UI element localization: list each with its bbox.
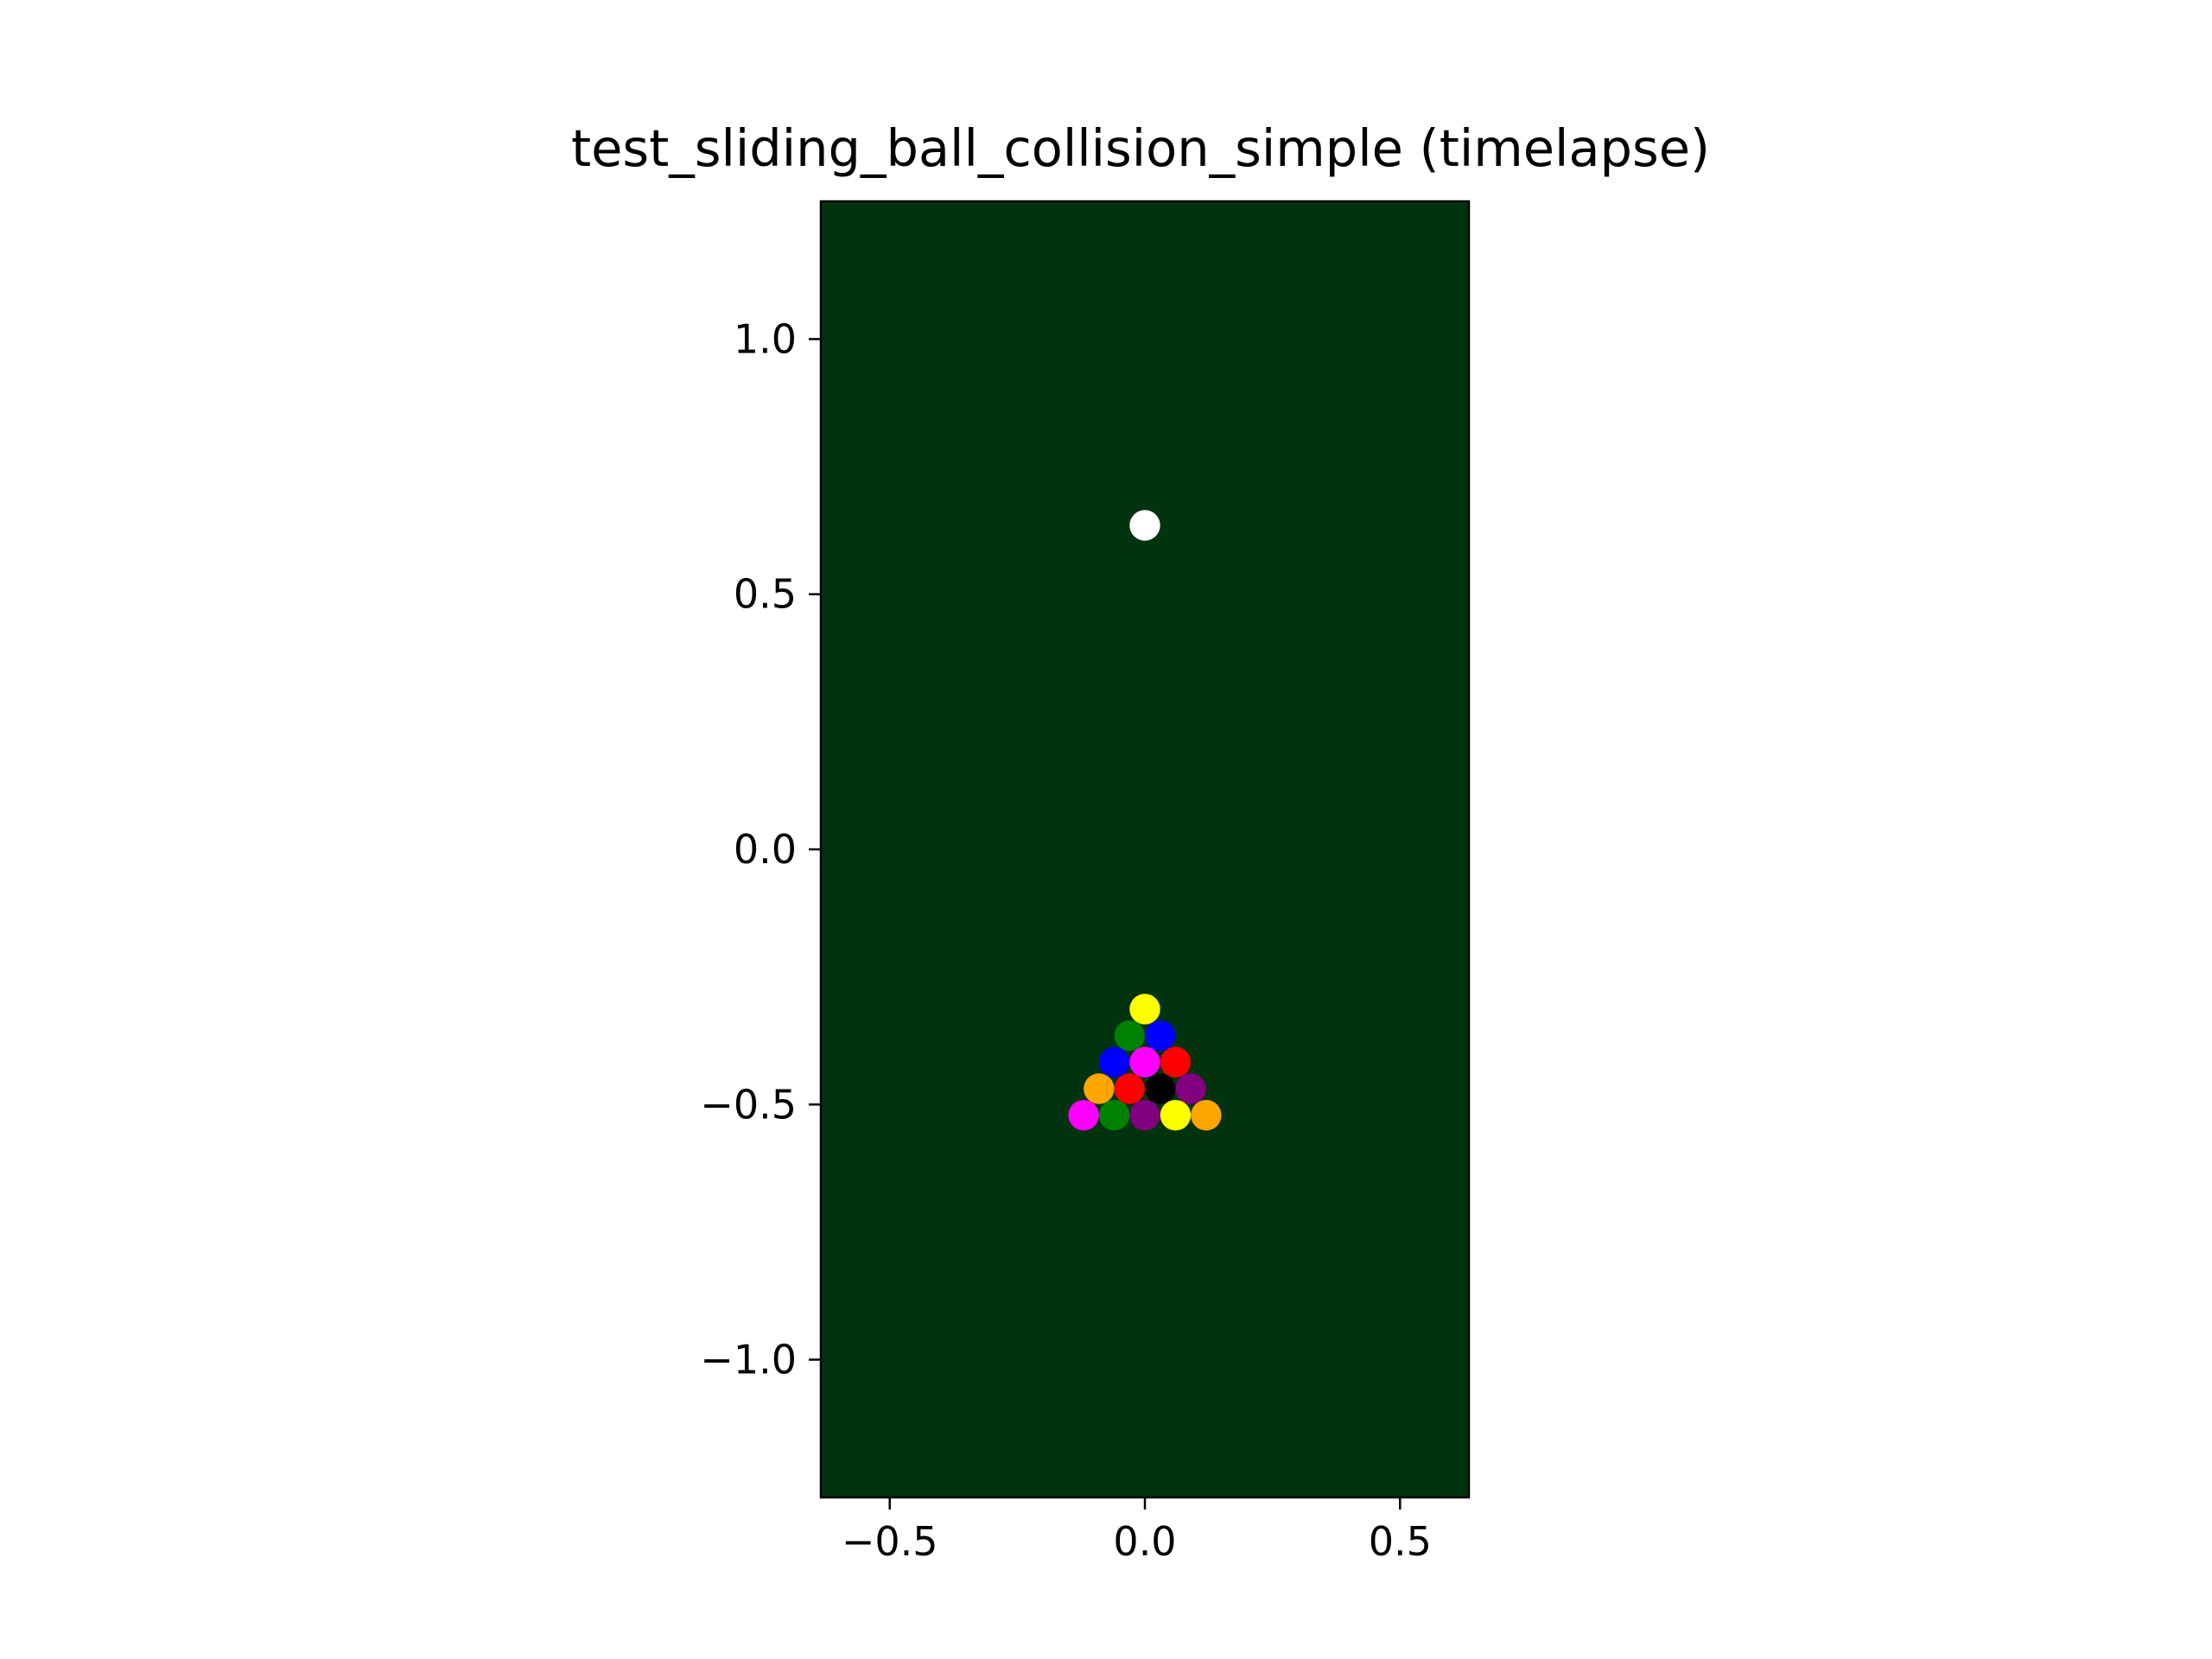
y-tick-label: 0.0: [734, 826, 797, 873]
y-tick-label: 1.0: [734, 315, 797, 362]
ball-point: [1175, 1073, 1206, 1104]
ball-point: [1114, 1073, 1145, 1104]
ball-point: [1160, 1046, 1192, 1077]
ball-point: [1114, 1020, 1145, 1052]
chart-title: test_sliding_ball_collision_simple (time…: [571, 118, 1710, 178]
ball-point: [1098, 1046, 1130, 1077]
y-tick-label: 0.5: [734, 571, 797, 618]
ball-point: [1129, 1099, 1160, 1131]
ball-point: [1068, 1099, 1099, 1131]
ball-point: [1129, 994, 1160, 1025]
x-tick-label: 0.5: [1369, 1518, 1432, 1565]
y-tick-label: −1.0: [700, 1337, 797, 1383]
ball-point: [1160, 1099, 1192, 1131]
ball-point: [1145, 1020, 1176, 1052]
ball-point: [1084, 1073, 1115, 1104]
x-tick-label: 0.0: [1113, 1518, 1176, 1565]
x-tick-label: −0.5: [842, 1518, 938, 1565]
plot-area: [821, 201, 1469, 1497]
x-axis: −0.5 0.0 0.5: [842, 1497, 1432, 1565]
ball-point: [1191, 1099, 1222, 1131]
y-tick-label: −0.5: [700, 1081, 797, 1128]
y-axis: −1.0 −0.5 0.0 0.5 1.0: [700, 315, 821, 1383]
cue-ball: [1129, 510, 1160, 541]
balls-layer: [1068, 510, 1222, 1131]
ball-point: [1098, 1099, 1130, 1131]
ball-point: [1145, 1073, 1176, 1104]
ball-point: [1129, 1046, 1160, 1077]
